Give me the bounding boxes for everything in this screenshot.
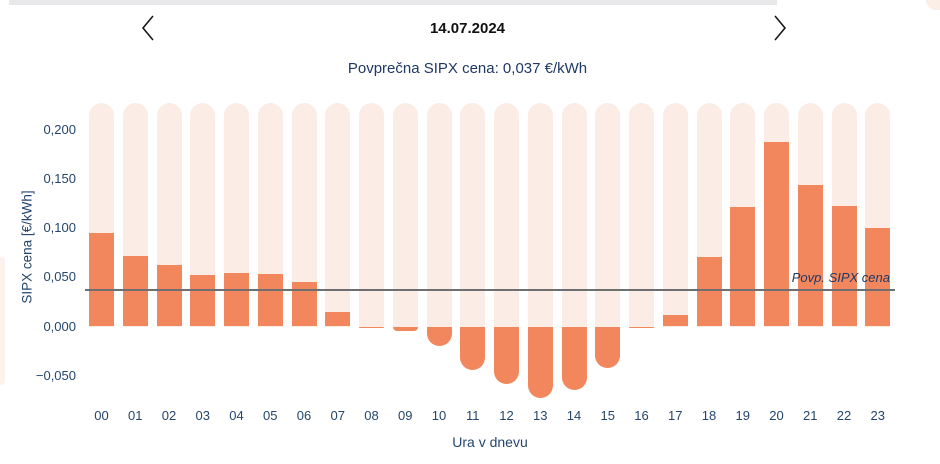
bar-background-16[interactable] [629,103,654,327]
previous-chart-peek [0,257,5,385]
bar-background-08[interactable] [359,103,384,327]
price-bar-18[interactable] [696,256,722,327]
price-bar-03[interactable] [190,275,216,327]
price-bar-10[interactable] [426,326,452,347]
y-axis-title: SIPX cena [€/kWh] [19,190,35,304]
price-bar-20[interactable] [764,141,789,327]
bar-background-12[interactable] [494,103,519,327]
bar-background-10[interactable] [426,103,452,327]
price-bar-14[interactable] [561,326,587,391]
average-price-line [85,289,895,292]
price-bar-19[interactable] [730,207,756,327]
date-title: 14.07.2024 [429,20,506,37]
x-tick-22: 22 [836,408,852,423]
bar-background-15[interactable] [595,103,621,327]
price-bar-21[interactable] [797,184,823,327]
x-tick-13: 13 [533,408,548,423]
x-tick-20: 20 [769,408,784,423]
price-bar-02[interactable] [156,265,182,327]
y-tick-0,200: 0,200 [43,121,76,137]
price-bar-23[interactable] [865,228,891,327]
x-tick-01: 01 [128,408,143,423]
x-tick-06: 06 [296,408,312,423]
bar-background-07[interactable] [325,103,351,327]
price-bar-08[interactable] [359,326,384,329]
chevron-left-icon [139,14,157,45]
x-tick-09: 09 [398,408,413,423]
price-bar-16[interactable] [629,326,654,329]
y-tick-0,000: 0,000 [43,318,76,334]
next-day-button[interactable] [762,12,798,46]
top-right-decoration [926,0,940,10]
price-bar-00[interactable] [89,233,114,327]
bar-background-13[interactable] [527,103,553,327]
x-tick-16: 16 [634,408,649,423]
price-bar-17[interactable] [662,314,688,327]
x-tick-17: 17 [668,408,683,423]
x-tick-15: 15 [600,408,615,423]
price-bar-12[interactable] [494,326,519,384]
x-tick-10: 10 [431,408,447,423]
x-axis-title: Ura v dnevu [452,434,528,450]
price-bar-04[interactable] [224,273,249,327]
x-tick-08: 08 [364,408,379,423]
x-tick-00: 00 [94,408,109,423]
x-tick-05: 05 [263,408,278,423]
price-bar-22[interactable] [831,206,857,327]
y-tick-0,150: 0,150 [43,170,76,186]
x-tick-19: 19 [735,408,750,423]
x-tick-23: 23 [870,408,885,423]
x-tick-21: 21 [803,408,818,423]
x-tick-04: 04 [229,408,244,423]
price-bar-09[interactable] [392,326,418,332]
price-bar-13[interactable] [527,326,553,399]
bar-background-09[interactable] [392,103,418,327]
x-tick-11: 11 [466,408,480,423]
x-tick-03: 03 [195,408,210,423]
previous-day-button[interactable] [130,12,166,46]
x-tick-02: 02 [161,408,177,423]
average-price-subtitle: Povprečna SIPX cena: 0,037 €/kWh [347,60,588,77]
chevron-right-icon [771,14,789,45]
x-tick-07: 07 [330,408,345,423]
y-tick-0,050: 0,050 [43,269,76,285]
y-tick-0,100: 0,100 [43,220,76,236]
average-price-line-label: Povp. SIPX cena [791,270,890,286]
price-bar-11[interactable] [460,326,486,370]
top-divider [9,0,777,5]
price-bar-15[interactable] [595,326,621,368]
bar-background-17[interactable] [662,103,688,327]
y-tick-−0,050: −0,050 [35,367,76,383]
x-tick-12: 12 [499,408,514,423]
x-tick-14: 14 [566,408,582,423]
bar-background-11[interactable] [460,103,486,327]
price-bar-05[interactable] [257,274,283,327]
price-bar-07[interactable] [325,311,351,327]
bar-background-14[interactable] [561,103,587,327]
x-tick-18: 18 [701,408,717,423]
